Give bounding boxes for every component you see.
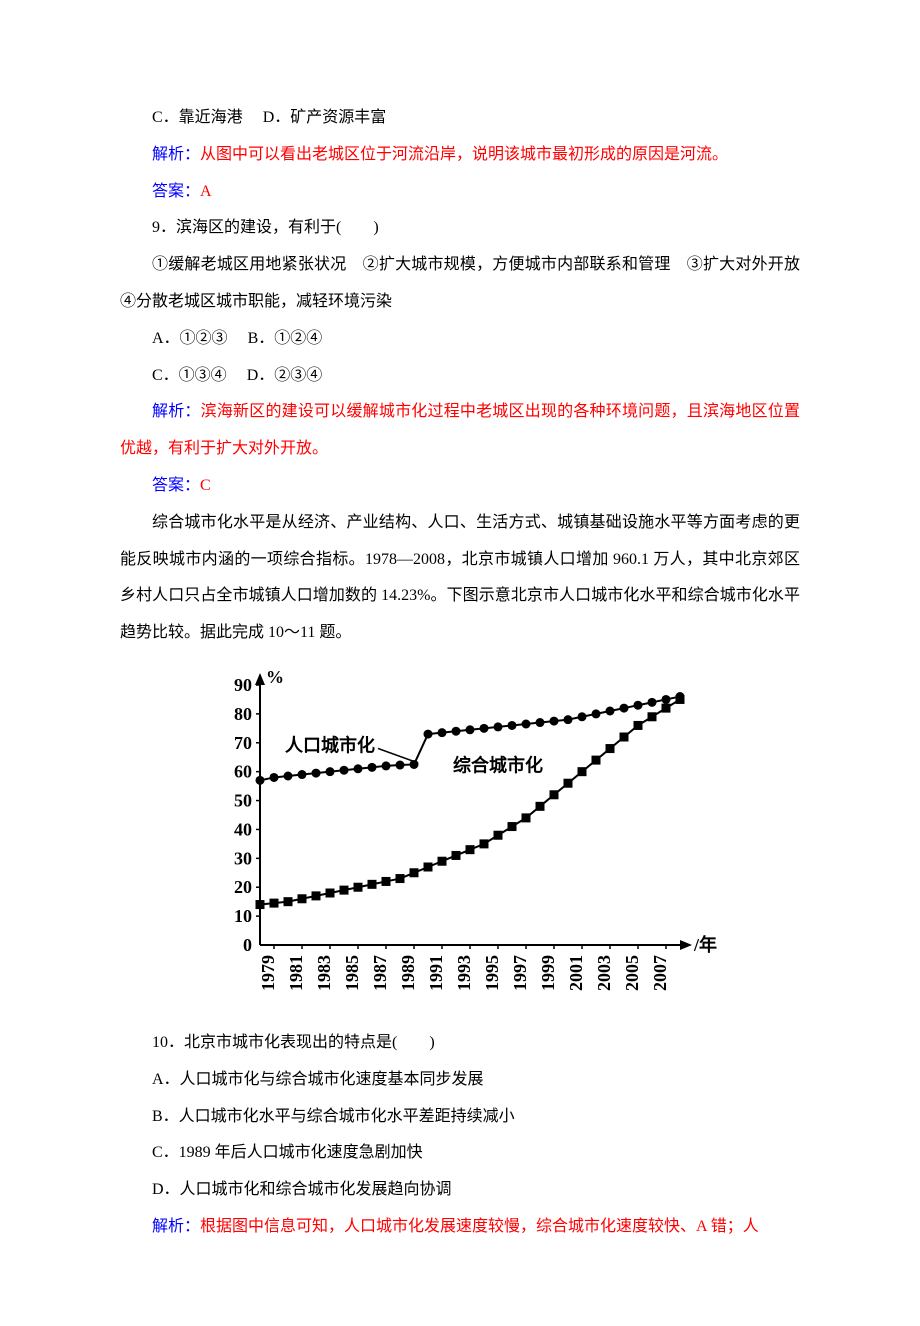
svg-text:2007: 2007 [650,955,670,991]
q9-answer-value: C [200,477,211,494]
q9-options-ab: A．①②③ B．①②④ [120,321,800,358]
svg-text:1997: 1997 [510,955,530,991]
q9-option-d: D．②③④ [247,367,323,384]
svg-text:综合城市化: 综合城市化 [453,755,543,776]
q9-option-a: A．①②③ [152,330,228,347]
q9-options-cd: C．①③④ D．②③④ [120,358,800,395]
svg-text:1995: 1995 [482,955,502,991]
svg-text:40: 40 [234,819,252,839]
svg-text:1993: 1993 [454,955,474,991]
q9-analysis-text: 滨海新区的建设可以缓解城市化过程中老城区出现的各种环境问题，且滨海地区位置优越，… [120,403,800,457]
svg-text:30: 30 [234,848,252,868]
svg-text:2001: 2001 [566,955,586,991]
q8-analysis-text: 从图中可以看出老城区位于河流沿岸，说明该城市最初形成的原因是河流。 [200,146,728,163]
q8-option-d: D．矿产资源丰富 [263,109,387,126]
q8-options-cd: C．靠近海港 D．矿产资源丰富 [120,100,800,137]
q8-answer-value: A [200,183,212,200]
analysis-label: 解析： [152,146,200,163]
analysis-label: 解析： [152,1218,200,1235]
svg-text:70: 70 [234,733,252,753]
svg-text:60: 60 [234,762,252,782]
q10-analysis-text: 根据图中信息可知，人口城市化发展速度较慢，综合城市化速度较快、A 错；人 [200,1218,759,1235]
q9-answer: 答案：C [120,468,800,505]
document-page: C．靠近海港 D．矿产资源丰富 解析：从图中可以看出老城区位于河流沿岸，说明该城… [0,0,920,1326]
svg-text:1981: 1981 [286,955,306,991]
q8-analysis: 解析：从图中可以看出老城区位于河流沿岸，说明该城市最初形成的原因是河流。 [120,137,800,174]
q9-option-b: B．①②④ [248,330,323,347]
svg-text:0: 0 [243,935,252,955]
q10-stem: 10．北京市城市化表现出的特点是( ) [120,1025,800,1062]
svg-text:1999: 1999 [538,955,558,991]
q9-stem: 9．滨海区的建设，有利于( ) [120,210,800,247]
answer-label: 答案： [152,183,200,200]
svg-text:50: 50 [234,791,252,811]
svg-text:1991: 1991 [426,955,446,991]
svg-text:1987: 1987 [370,955,390,991]
q8-option-c: C．靠近海港 [152,109,243,126]
svg-text:2003: 2003 [594,955,614,991]
q9-statements: ①缓解老城区用地紧张状况 ②扩大城市规模，方便城市内部联系和管理 ③扩大对外开放… [120,247,800,321]
q9-option-c: C．①③④ [152,367,227,384]
svg-text:10: 10 [234,906,252,926]
svg-text:2005: 2005 [622,955,642,991]
svg-text:20: 20 [234,877,252,897]
svg-text:1989: 1989 [398,955,418,991]
q8-answer: 答案：A [120,174,800,211]
q10-option-a: A．人口城市化与综合城市化速度基本同步发展 [120,1062,800,1099]
svg-text:1985: 1985 [342,955,362,991]
q9-analysis: 解析：滨海新区的建设可以缓解城市化过程中老城区出现的各种环境问题，且滨海地区位置… [120,394,800,468]
svg-text:人口城市化: 人口城市化 [285,734,375,755]
svg-text:1983: 1983 [314,955,334,991]
svg-text:90: 90 [234,675,252,695]
chart-container: 0 10 20 30 40 50 60 70 80 90% 1979 1981 1983 1985 1987… [120,670,800,1015]
q10-option-c: C．1989 年后人口城市化速度急剧加快 [120,1135,800,1172]
answer-label: 答案： [152,477,200,494]
svg-text:%: % [266,670,284,687]
q10-analysis: 解析：根据图中信息可知，人口城市化发展速度较慢，综合城市化速度较快、A 错；人 [120,1209,800,1246]
svg-text:80: 80 [234,704,252,724]
urbanization-chart: 0 10 20 30 40 50 60 70 80 90% 1979 1981 1983 1985 1987… [200,670,720,1015]
svg-text:/年: /年 [693,934,717,955]
q10-option-d: D．人口城市化和综合城市化发展趋向协调 [120,1172,800,1209]
passage-text: 综合城市化水平是从经济、产业结构、人口、生活方式、城镇基础设施水平等方面考虑的更… [120,505,800,652]
analysis-label: 解析： [152,403,201,420]
svg-text:1979: 1979 [258,955,278,991]
q10-option-b: B．人口城市化水平与综合城市化水平差距持续减小 [120,1099,800,1136]
